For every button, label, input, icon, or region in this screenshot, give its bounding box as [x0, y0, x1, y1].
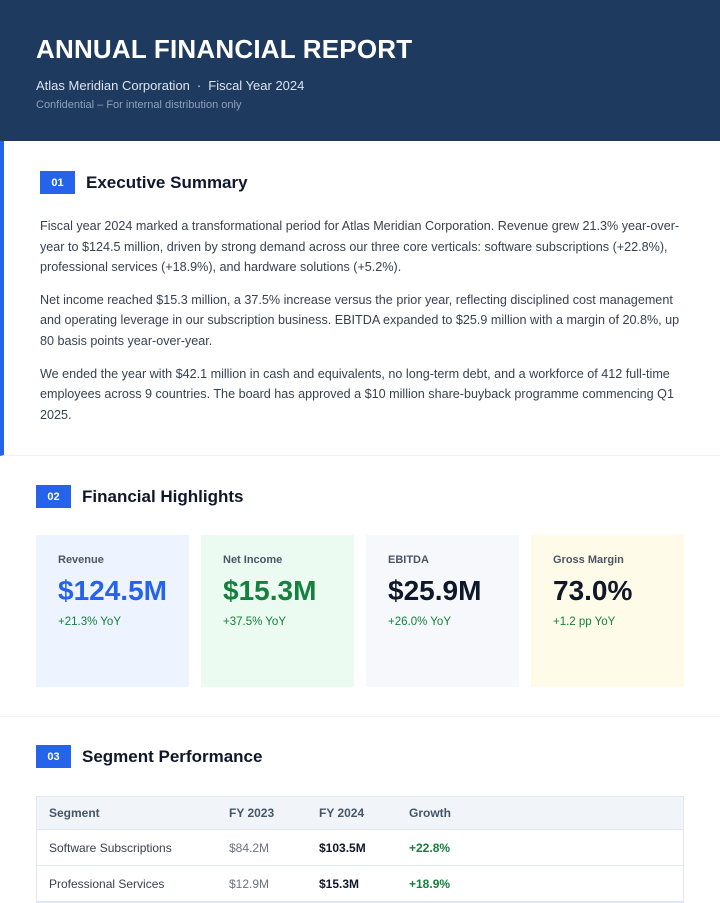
fy2024-value: $15.3M [319, 876, 360, 891]
growth-value: +22.8% [409, 840, 451, 855]
fy2023-value: $12.9M [229, 876, 270, 891]
kpi-value: $124.5M [58, 575, 167, 606]
section-title: Segment Performance [82, 746, 263, 766]
report-title: ANNUAL FINANCIAL REPORT [36, 34, 413, 64]
section-heading: 01 Executive Summary [40, 171, 684, 194]
segment-name: Software Subscriptions [49, 840, 172, 855]
table-row: Professional Services $12.9M $15.3M +18.… [37, 866, 683, 902]
summary-paragraph: We ended the year with $42.1 million in … [40, 366, 674, 422]
table-header-row: Segment FY 2023 FY 2024 Growth [37, 797, 683, 830]
kpi-change: +26.0% YoY [388, 616, 451, 628]
section-heading: 02 Financial Highlights [36, 485, 684, 508]
kpi-label: Net Income [223, 554, 283, 566]
section-title: Executive Summary [86, 172, 248, 192]
financial-highlights-section: 02 Financial Highlights Revenue $124.5M … [0, 456, 720, 717]
segment-performance-section: 03 Segment Performance Segment FY 2023 F… [0, 717, 720, 903]
fiscal-year: Fiscal Year 2024 [208, 78, 305, 93]
kpi-card-ebitda: EBITDA $25.9M +26.0% YoY [366, 535, 519, 687]
growth-value: +18.9% [409, 876, 451, 891]
report-subtitle: Atlas Meridian Corporation · Fiscal Year 2… [36, 78, 684, 93]
section-number: 02 [36, 485, 71, 508]
kpi-value: $25.9M [388, 575, 482, 606]
separator: · [196, 78, 202, 93]
kpi-label: EBITDA [388, 554, 429, 566]
section-number: 03 [36, 745, 71, 768]
section-number: 01 [40, 171, 75, 194]
table-row: Software Subscriptions $84.2M $103.5M +2… [37, 830, 683, 866]
section-title: Financial Highlights [82, 486, 244, 506]
kpi-change: +37.5% YoY [223, 616, 286, 628]
column-header: Growth [409, 806, 451, 820]
kpi-card-gross-margin: Gross Margin 73.0% +1.2 pp YoY [531, 535, 684, 687]
kpi-cards: Revenue $124.5M +21.3% YoY Net Income $1… [36, 535, 684, 687]
segment-name: Professional Services [49, 876, 165, 891]
company-name: Atlas Meridian Corporation [36, 78, 190, 93]
kpi-card-revenue: Revenue $124.5M +21.3% YoY [36, 535, 189, 687]
section-heading: 03 Segment Performance [36, 745, 684, 768]
fy2023-value: $84.2M [229, 840, 270, 855]
summary-paragraph: Net income reached $15.3 million, a 37.5… [40, 292, 680, 348]
kpi-value: $15.3M [223, 575, 317, 606]
segment-table: Segment FY 2023 FY 2024 Growth Software … [36, 796, 684, 903]
column-header: Segment [49, 806, 100, 820]
column-header: FY 2023 [229, 806, 275, 820]
report-header: ANNUAL FINANCIAL REPORT Atlas Meridian C… [0, 0, 720, 141]
executive-summary-section: 01 Executive Summary Fiscal year 2024 ma… [0, 141, 720, 456]
kpi-change: +1.2 pp YoY [553, 616, 616, 628]
summary-paragraph: Fiscal year 2024 marked a transformation… [40, 219, 680, 275]
kpi-card-net-income: Net Income $15.3M +37.5% YoY [201, 535, 354, 687]
confidential-note: Confidential – For internal distribution… [36, 99, 242, 111]
kpi-change: +21.3% YoY [58, 616, 121, 628]
fy2024-value: $103.5M [319, 840, 366, 855]
kpi-value: 73.0% [553, 575, 633, 606]
kpi-label: Revenue [58, 554, 104, 566]
column-header: FY 2024 [319, 806, 365, 820]
kpi-label: Gross Margin [553, 554, 624, 566]
